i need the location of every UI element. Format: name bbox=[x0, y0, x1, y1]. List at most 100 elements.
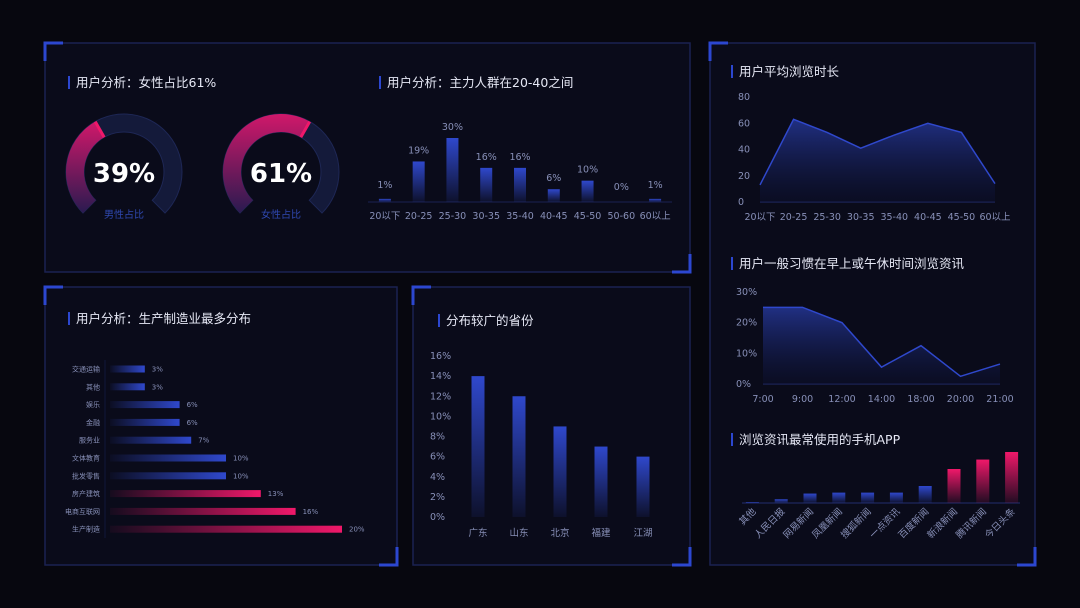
x-tick-label: 7:00 bbox=[752, 394, 773, 405]
x-tick-label: 25-30 bbox=[813, 212, 841, 223]
y-tick-label: 2% bbox=[430, 492, 445, 503]
bar bbox=[110, 507, 296, 515]
bar bbox=[636, 456, 650, 517]
x-tick-label: 60以上 bbox=[640, 211, 672, 222]
data-label: 6% bbox=[546, 173, 561, 184]
bar bbox=[110, 436, 192, 444]
bar bbox=[110, 401, 180, 409]
x-tick-label: 35-40 bbox=[506, 211, 534, 222]
y-tick-label: 60 bbox=[738, 118, 750, 129]
y-tick-label: 房产建筑 bbox=[72, 489, 100, 498]
bar bbox=[774, 499, 788, 503]
area-fill bbox=[763, 307, 1000, 384]
panel-corner bbox=[708, 41, 728, 61]
y-tick-label: 电商互联网 bbox=[65, 507, 100, 516]
title-industry: 用户分析：生产制造业最多分布 bbox=[76, 311, 251, 326]
title-province: 分布较广的省份 bbox=[446, 313, 534, 328]
title-duration: 用户平均浏览时长 bbox=[739, 64, 840, 79]
bar bbox=[918, 486, 932, 503]
bar bbox=[378, 198, 391, 202]
data-label: 10% bbox=[233, 472, 249, 480]
y-tick-label: 40 bbox=[738, 145, 750, 156]
x-tick-label: 9:00 bbox=[792, 394, 813, 405]
x-tick-label: 20-25 bbox=[780, 212, 808, 223]
y-tick-label: 其他 bbox=[86, 382, 100, 391]
x-tick-label: 北京 bbox=[550, 527, 569, 539]
x-tick-label: 45-50 bbox=[948, 212, 976, 223]
data-label: 16% bbox=[303, 508, 319, 516]
x-tick-label: 25-30 bbox=[439, 211, 467, 222]
y-tick-label: 30% bbox=[736, 287, 757, 298]
data-label: 6% bbox=[187, 401, 198, 409]
data-label: 19% bbox=[408, 145, 429, 156]
bar bbox=[110, 472, 226, 480]
bar bbox=[1005, 452, 1019, 503]
x-tick-label: 20以下 bbox=[744, 212, 775, 223]
panel-corner bbox=[379, 547, 399, 567]
y-tick-label: 文体教育 bbox=[72, 454, 100, 463]
title-marker bbox=[68, 76, 70, 89]
data-label: 3% bbox=[152, 383, 163, 391]
x-tick-label: 18:00 bbox=[907, 394, 934, 405]
panel-corner bbox=[1017, 547, 1037, 567]
data-label: 6% bbox=[187, 419, 198, 427]
panel-corner bbox=[672, 547, 692, 567]
bar bbox=[471, 376, 485, 517]
bar bbox=[594, 446, 608, 517]
title-app: 浏览资讯最常使用的手机APP bbox=[739, 432, 901, 447]
y-tick-label: 80 bbox=[738, 92, 750, 103]
title-gender: 用户分析：女性占比61% bbox=[76, 75, 216, 90]
title-marker bbox=[379, 76, 381, 89]
gauge-label: 女性占比 bbox=[261, 208, 301, 221]
x-tick-label: 45-50 bbox=[574, 211, 602, 222]
bar bbox=[110, 454, 226, 462]
data-label: 10% bbox=[577, 165, 598, 176]
bar bbox=[110, 490, 261, 498]
data-label: 16% bbox=[476, 152, 497, 163]
data-label: 0% bbox=[614, 182, 629, 193]
x-tick-label: 21:00 bbox=[986, 394, 1013, 405]
bar bbox=[803, 493, 817, 503]
panel-corner bbox=[411, 285, 431, 305]
data-label: 1% bbox=[377, 180, 392, 191]
bar bbox=[412, 161, 425, 202]
data-label: 16% bbox=[509, 152, 530, 163]
gauge-label: 男性占比 bbox=[104, 208, 144, 221]
panel-corner bbox=[43, 41, 63, 61]
data-label: 30% bbox=[442, 122, 463, 133]
x-tick-label: 20以下 bbox=[369, 211, 400, 222]
bar bbox=[512, 396, 526, 517]
bar bbox=[832, 492, 846, 503]
title-marker bbox=[68, 312, 70, 325]
area-fill bbox=[760, 119, 995, 202]
gauge-value: 61% bbox=[250, 159, 312, 189]
x-tick-label: 20:00 bbox=[947, 394, 974, 405]
x-tick-label: 山东 bbox=[509, 527, 528, 539]
title-time: 用户一般习惯在早上或午休时间浏览资讯 bbox=[739, 256, 965, 271]
y-tick-label: 0 bbox=[738, 197, 744, 208]
data-label: 7% bbox=[198, 437, 209, 445]
area-line bbox=[759, 118, 996, 186]
bar bbox=[480, 167, 493, 202]
y-tick-label: 8% bbox=[430, 432, 445, 443]
y-tick-label: 20 bbox=[738, 171, 750, 182]
x-tick-label: 30-35 bbox=[847, 212, 875, 223]
bar bbox=[861, 492, 875, 503]
bar bbox=[947, 469, 961, 503]
gauge-value: 39% bbox=[93, 159, 155, 189]
y-tick-label: 14% bbox=[430, 371, 451, 382]
x-tick-label: 60以上 bbox=[979, 212, 1011, 223]
y-tick-label: 交通运输 bbox=[72, 365, 100, 374]
gauge-fill bbox=[65, 121, 105, 214]
bar bbox=[581, 180, 594, 202]
title-age: 用户分析：主力人群在20-40之间 bbox=[387, 75, 573, 90]
panel bbox=[44, 42, 691, 273]
y-tick-label: 娱乐 bbox=[86, 400, 100, 409]
bar bbox=[514, 167, 526, 202]
y-tick-label: 12% bbox=[430, 391, 451, 402]
y-tick-label: 金融 bbox=[86, 418, 100, 427]
y-tick-label: 生产制造 bbox=[72, 525, 100, 534]
data-label: 1% bbox=[648, 180, 663, 191]
data-label: 13% bbox=[268, 490, 284, 498]
